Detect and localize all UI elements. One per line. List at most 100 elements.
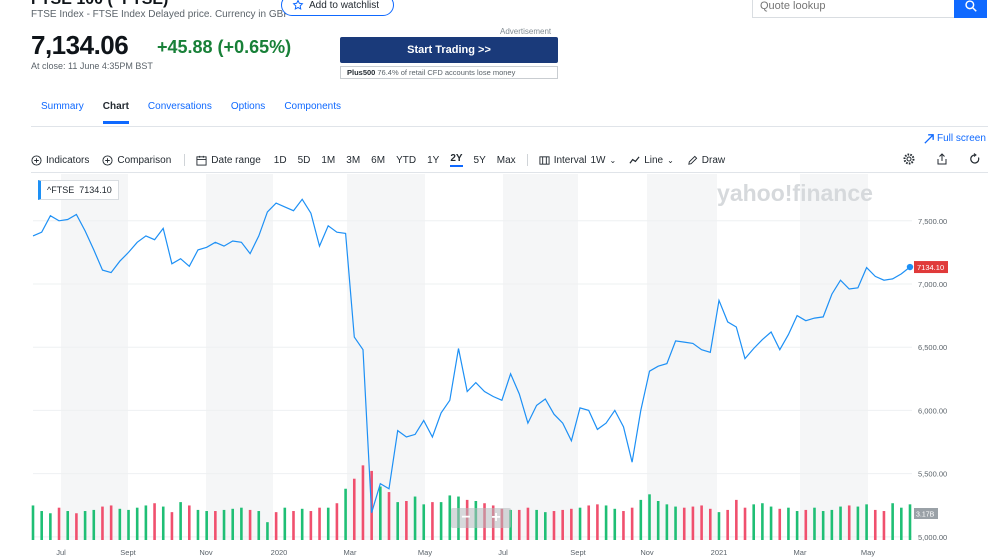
toolbar-divider	[526, 154, 528, 166]
x-tick-label: Nov	[640, 548, 654, 557]
volume-bar	[682, 507, 686, 540]
month-band	[347, 174, 425, 540]
volume-bar	[274, 512, 278, 540]
volume-bar	[396, 502, 399, 540]
quote-tabs: Summary Chart Conversations Options Comp…	[41, 101, 341, 124]
volume-bar	[214, 511, 217, 540]
volume-bar	[908, 504, 912, 540]
draw-button[interactable]: Draw	[687, 155, 725, 166]
volume-bar	[769, 506, 773, 540]
start-trading-button[interactable]: Start Trading >>	[340, 37, 558, 63]
range-6m[interactable]: 6M	[371, 154, 386, 166]
volume-bar	[361, 465, 365, 540]
last-price-label: 7134.10	[917, 263, 944, 272]
volume-bar	[379, 486, 382, 540]
ad-brand: Plus500	[347, 68, 376, 77]
volume-bar	[300, 508, 304, 540]
range-ytd[interactable]: YTD	[396, 154, 417, 166]
price-chart[interactable]: yahoo!finance 7,500.00 7,000.00 6,500.00 6,0…	[0, 174, 1000, 560]
volume-bar	[787, 507, 790, 540]
volume-bar	[66, 511, 70, 540]
x-tick-label: Sept	[570, 548, 586, 557]
tooltip-value: 7134.10	[79, 185, 112, 195]
volume-bar	[656, 501, 660, 540]
month-band	[800, 174, 868, 540]
x-tick-label: Sept	[120, 548, 136, 557]
tab-options[interactable]: Options	[230, 101, 266, 112]
tab-components[interactable]: Components	[284, 101, 342, 112]
volume-bar	[570, 508, 573, 540]
tab-conversations[interactable]: Conversations	[147, 101, 212, 112]
comparison-button[interactable]: Comparison	[102, 155, 171, 166]
x-tick-label: May	[861, 548, 875, 557]
volume-bar	[691, 506, 695, 540]
gear-icon	[903, 153, 915, 165]
volume-bar	[561, 509, 564, 540]
toolbar-divider	[184, 154, 186, 166]
volume-bar	[352, 478, 356, 540]
range-1d[interactable]: 1D	[273, 154, 287, 166]
settings-button[interactable]	[903, 153, 915, 165]
volume-bar	[344, 488, 347, 540]
volume-bar	[101, 506, 104, 540]
zoom-control: − +	[451, 508, 511, 528]
volume-bar	[83, 511, 87, 540]
zoom-in-button[interactable]: +	[491, 509, 501, 526]
full-screen-button[interactable]: Full screen	[924, 133, 986, 144]
x-tick-label: Mar	[344, 548, 357, 557]
volume-bar	[205, 511, 208, 540]
reset-button[interactable]	[969, 153, 981, 165]
chart-type-label: Line	[644, 154, 664, 166]
volume-bar	[92, 509, 96, 540]
tab-summary[interactable]: Summary	[41, 101, 84, 112]
indicators-button[interactable]: Indicators	[31, 155, 89, 166]
volume-bar	[309, 511, 313, 540]
zoom-out-button[interactable]: −	[461, 509, 471, 526]
volume-bar	[778, 508, 782, 540]
volume-bar	[743, 507, 747, 540]
volume-bar	[900, 507, 903, 540]
volume-bar	[752, 504, 756, 540]
chevron-down-icon: ⌄	[609, 155, 617, 165]
volume-bar	[804, 509, 808, 540]
chart-type-dropdown[interactable]: Line ⌄	[629, 155, 674, 166]
toolbar-divider-line	[31, 172, 988, 173]
y-tick-label: 7,000.00	[918, 280, 947, 289]
search-input[interactable]	[752, 0, 954, 18]
search-button[interactable]	[954, 0, 987, 18]
x-tick-label: May	[418, 548, 432, 557]
volume-bar	[813, 507, 816, 540]
volume-bar	[630, 507, 634, 540]
range-5d[interactable]: 5D	[297, 154, 311, 166]
range-3m[interactable]: 3M	[346, 154, 361, 166]
volume-bar	[292, 511, 295, 540]
volume-bar	[596, 504, 599, 540]
interval-dropdown[interactable]: Interval 1W ⌄	[539, 155, 617, 166]
range-2y[interactable]: 2Y	[450, 153, 463, 167]
x-tick-label: Jul	[498, 548, 508, 557]
y-tick-label: 6,000.00	[918, 406, 947, 415]
range-1y[interactable]: 1Y	[427, 154, 440, 166]
ad-disclaimer[interactable]: Plus500 76.4% of retail CFD accounts los…	[340, 66, 558, 79]
volume-bar	[552, 511, 556, 540]
volume-bar	[873, 509, 877, 540]
quote-title: FTSE 100 (^FTSE)	[31, 0, 168, 9]
range-5y[interactable]: 5Y	[473, 154, 486, 166]
volume-bar	[283, 507, 287, 540]
last-price-marker	[906, 263, 914, 271]
month-band	[61, 174, 128, 540]
share-button[interactable]	[936, 153, 948, 165]
volume-bar	[422, 504, 426, 540]
volume-bar	[517, 509, 521, 540]
range-1m[interactable]: 1M	[321, 154, 336, 166]
range-max[interactable]: Max	[496, 154, 516, 166]
date-range-button[interactable]: Date range	[196, 155, 261, 166]
tab-chart[interactable]: Chart	[102, 101, 129, 124]
ad-disclaimer-text: 76.4% of retail CFD accounts lose money	[377, 68, 516, 77]
share-icon	[937, 153, 947, 165]
volume-bar	[622, 511, 625, 540]
volume-bar	[161, 506, 165, 540]
add-to-watchlist-button[interactable]: Add to watchlist	[281, 0, 395, 16]
plus-circle-icon	[31, 154, 42, 166]
volume-bar	[153, 503, 156, 540]
